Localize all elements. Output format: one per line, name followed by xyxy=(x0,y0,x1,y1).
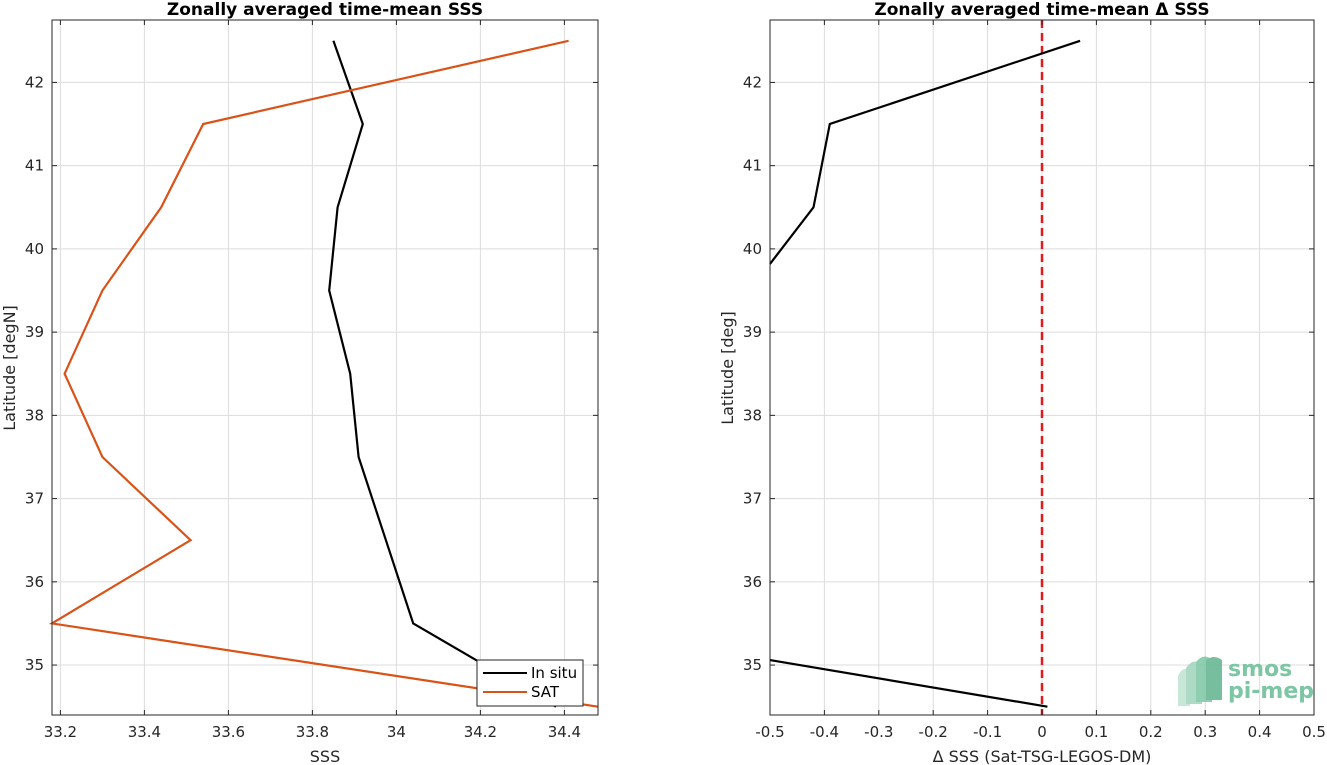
left-chart-title: Zonally averaged time-mean SSS xyxy=(167,0,483,20)
left-chart-panel: 33.2 33.4 33.6 33.8 34 34.2 34.4 35 36 37 38 39 40 41… xyxy=(0,0,599,765)
left-plot-frame xyxy=(51,19,599,716)
left-y-axis-label: Latitude [degN] xyxy=(0,305,19,431)
right-y-axis-label: Latitude [deg] xyxy=(718,311,737,425)
legend-box xyxy=(476,659,584,707)
logo-wave-icon xyxy=(1178,656,1222,706)
right-series-line-segment-1 xyxy=(769,39,1081,265)
right-y-tick-label: 40 xyxy=(743,240,762,258)
right-y-tick-label: 35 xyxy=(743,656,762,674)
left-tick-labels: 33.2 33.4 33.6 33.8 34 34.2 34.4 35 36 37 38 39 40 41… xyxy=(25,20,598,741)
left-x-tick-label: 33.4 xyxy=(128,723,161,741)
left-y-tick-label: 37 xyxy=(25,490,44,508)
left-grid xyxy=(52,20,598,715)
right-x-tick-label: 0.1 xyxy=(1084,723,1108,741)
left-series-line-sat xyxy=(48,39,599,708)
left-series-group xyxy=(48,39,599,708)
right-x-tick-label: -0.4 xyxy=(810,723,839,741)
left-x-tick-label: 34.4 xyxy=(548,723,581,741)
left-y-tick-label: 36 xyxy=(25,573,44,591)
left-y-tick-label: 42 xyxy=(25,73,44,91)
right-chart-title: Zonally averaged time-mean Δ SSS xyxy=(874,0,1209,20)
logo-line-pi-mep: pi-mep xyxy=(1228,679,1314,704)
right-x-tick-label: -0.2 xyxy=(919,723,948,741)
left-y-tick-label: 39 xyxy=(25,323,44,341)
right-x-tick-label: -0.3 xyxy=(864,723,893,741)
logo-line-smos: smos xyxy=(1228,657,1292,682)
legend-label-in-situ: In situ xyxy=(531,664,577,682)
right-chart-panel: -0.5 -0.4 -0.3 -0.2 -0.1 0 0.1 0.2 0.3 0.4 0.5 35 36… xyxy=(718,0,1326,765)
left-x-tick-label: 33.2 xyxy=(44,723,77,741)
left-series-line-in-situ xyxy=(328,40,557,708)
left-x-tick-label: 33.6 xyxy=(212,723,245,741)
right-y-tick-label: 39 xyxy=(743,323,762,341)
legend-label-sat: SAT xyxy=(531,683,560,701)
left-x-tick-label: 33.8 xyxy=(296,723,329,741)
right-x-tick-label: 0 xyxy=(1037,723,1047,741)
right-series-group xyxy=(769,39,1081,708)
right-x-tick-label: 0.2 xyxy=(1139,723,1163,741)
right-series-line-segment-0 xyxy=(769,659,1048,708)
smos-pi-mep-logo: smos pi-mep xyxy=(1178,656,1314,706)
right-y-tick-label: 41 xyxy=(743,157,762,175)
left-y-tick-label: 38 xyxy=(25,406,44,424)
right-x-axis-label: Δ SSS (Sat-TSG-LEGOS-DM) xyxy=(933,747,1152,765)
right-y-tick-label: 36 xyxy=(743,573,762,591)
right-x-tick-label: -0.1 xyxy=(973,723,1002,741)
right-y-tick-label: 42 xyxy=(743,73,762,91)
right-y-tick-label: 37 xyxy=(743,490,762,508)
left-y-tick-label: 35 xyxy=(25,656,44,674)
left-x-axis-label: SSS xyxy=(310,747,340,765)
right-x-tick-label: -0.5 xyxy=(755,723,784,741)
legend: In situ SAT xyxy=(476,659,584,707)
right-y-tick-label: 38 xyxy=(743,406,762,424)
left-y-tick-label: 41 xyxy=(25,157,44,175)
left-x-tick-label: 34 xyxy=(387,723,406,741)
right-x-tick-label: 0.3 xyxy=(1193,723,1217,741)
right-x-tick-label: 0.5 xyxy=(1302,723,1326,741)
left-y-tick-label: 40 xyxy=(25,240,44,258)
left-x-tick-label: 34.2 xyxy=(464,723,497,741)
right-x-tick-label: 0.4 xyxy=(1248,723,1272,741)
right-tick-labels: -0.5 -0.4 -0.3 -0.2 -0.1 0 0.1 0.2 0.3 0.4 0.5 35 36… xyxy=(743,20,1326,741)
